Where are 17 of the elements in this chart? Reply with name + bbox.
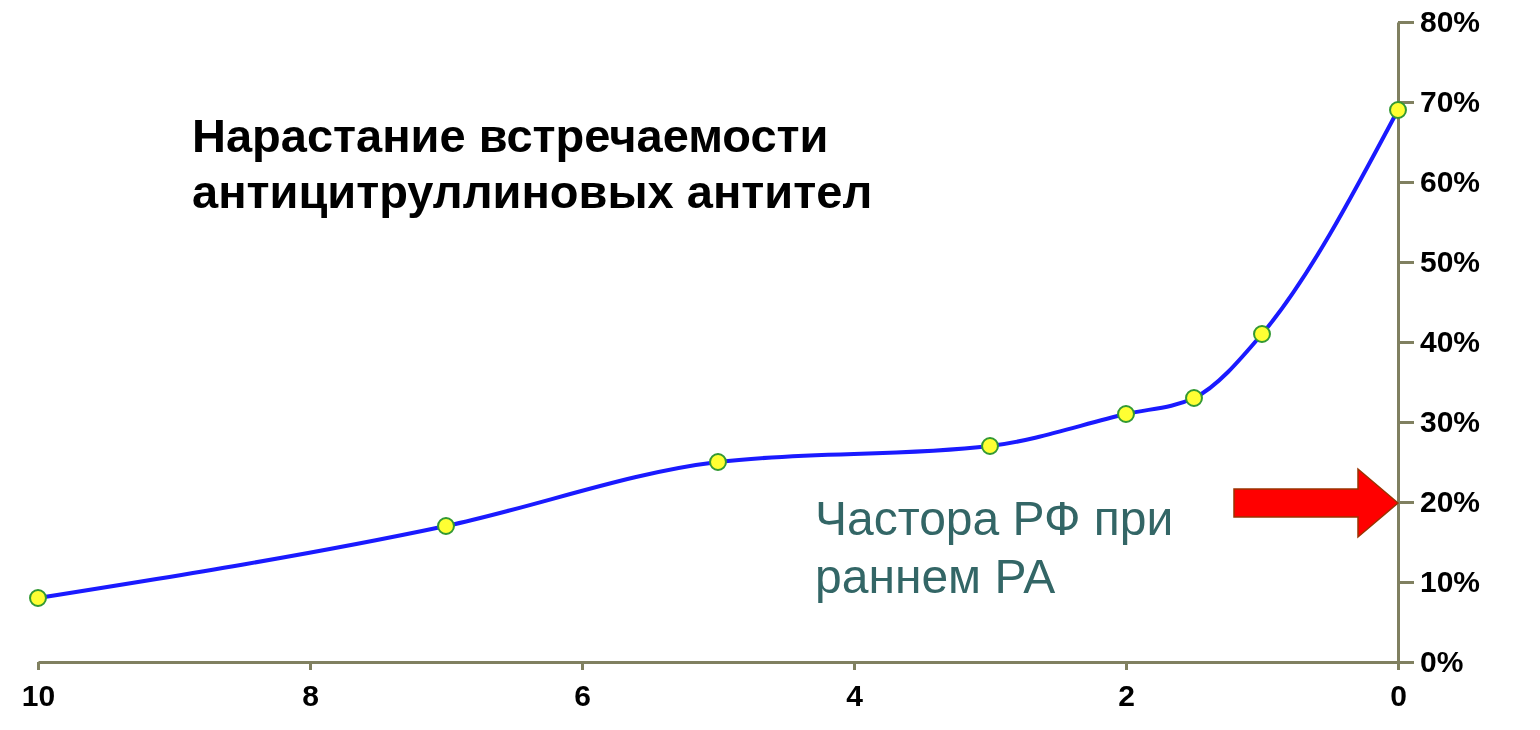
y-tick-label: 10% (1420, 565, 1481, 599)
x-tick-label: 8 (302, 679, 319, 712)
x-tick-label: 2 (1118, 679, 1135, 712)
annotation: Частора РФ при раннем РА (815, 491, 1175, 605)
x-tick-label: 4 (846, 679, 864, 712)
y-tick-label: 20% (1420, 485, 1481, 519)
y-tick-label: 40% (1420, 325, 1481, 359)
y-tick-label: 70% (1420, 85, 1481, 119)
y-tick-label: 50% (1420, 245, 1481, 279)
x-tick-label: 0 (1390, 679, 1407, 712)
x-tick-label: 6 (574, 679, 591, 712)
y-tick-label: 80% (1420, 5, 1481, 39)
y-tick-label: 60% (1420, 165, 1481, 199)
y-tick-label: 0% (1420, 645, 1464, 679)
x-tick-label: 10 (21, 679, 56, 712)
text: Нарастание встречаемости антицитруллиновых антител (192, 108, 874, 220)
y-tick-label: 30% (1420, 405, 1481, 439)
